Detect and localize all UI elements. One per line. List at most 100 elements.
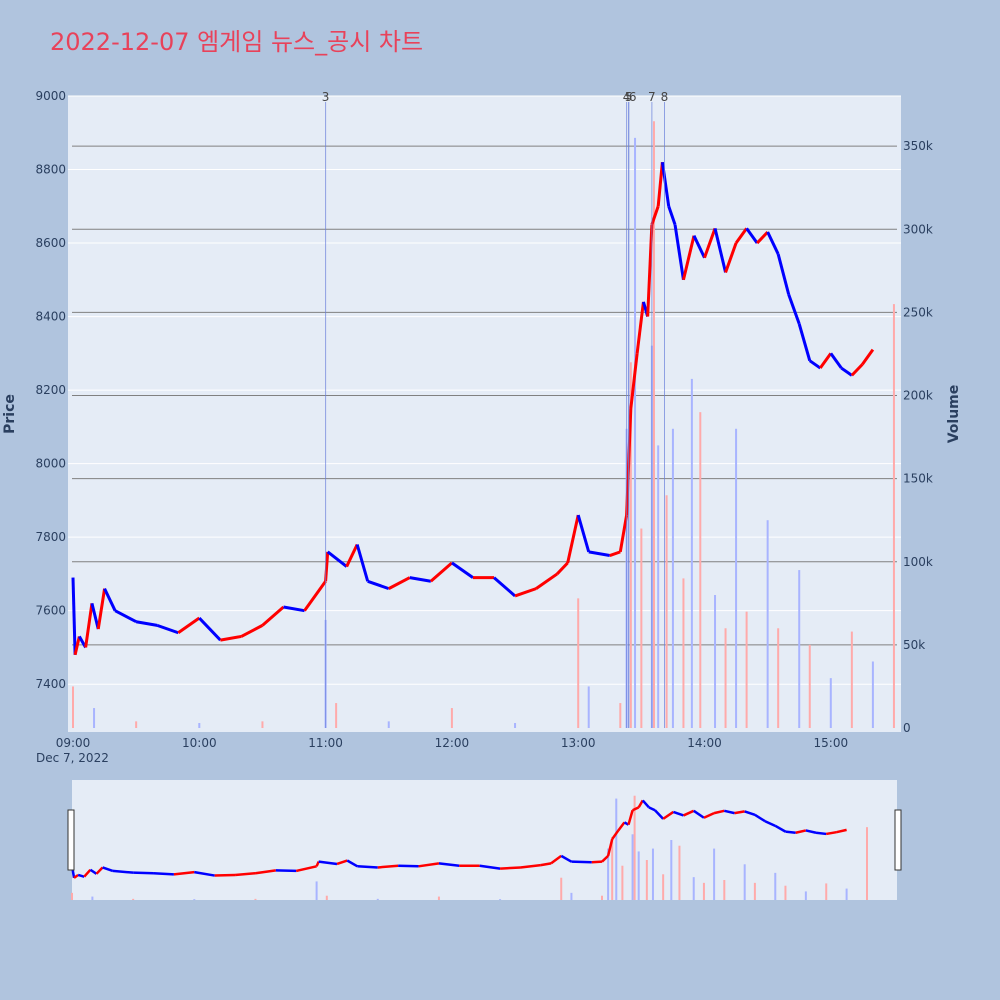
price-candle — [692, 235, 706, 259]
mini-price-candle — [662, 810, 675, 820]
volume-bar — [634, 137, 637, 729]
mini-price-candle — [654, 809, 665, 820]
mini-volume-bar — [193, 899, 196, 901]
volume-bar — [135, 721, 138, 728]
mini-price-candle — [73, 873, 79, 879]
mini-volume-bar — [601, 895, 603, 900]
range-slider-left-handle[interactable] — [67, 809, 75, 871]
price-candle — [114, 609, 137, 624]
event-label: 5 — [625, 90, 633, 104]
price-axis: 9000 8800 8600 8400 8200 8000 7800 7600 7400 — [35, 89, 66, 691]
volume-tick-label: 150k — [903, 472, 933, 486]
volume-bar — [724, 628, 727, 728]
mini-price-candle — [336, 859, 348, 866]
mini-volume-bar — [607, 848, 610, 900]
price-candle — [776, 253, 791, 295]
mini-volume-bar — [866, 827, 868, 900]
mini-price-candle — [346, 859, 359, 868]
price-candle — [96, 588, 107, 630]
main-plot[interactable]: 3 456 7 8 — [68, 90, 901, 732]
volume-bar — [665, 495, 668, 728]
price-candle — [156, 623, 179, 635]
price-candle — [103, 587, 117, 612]
mini-price-candle — [805, 829, 817, 834]
mini-volume-bar — [499, 899, 502, 901]
mini-volume-bar — [437, 896, 440, 900]
mini-volume-bar — [325, 895, 328, 900]
mini-volume-bar — [631, 834, 634, 900]
mini-volume-bar — [645, 860, 648, 900]
time-tick-label: 11:00 — [308, 736, 343, 750]
volume-bar — [690, 378, 693, 728]
mini-price-candle — [815, 831, 827, 836]
price-gridlines — [68, 95, 901, 685]
mini-price-candle — [611, 829, 620, 840]
mini-price-candle — [560, 854, 573, 863]
mini-volume-bar — [774, 872, 777, 900]
volume-bar — [619, 703, 622, 728]
volume-bar — [629, 362, 632, 728]
price-candle — [556, 561, 569, 575]
mini-price-candle — [637, 799, 644, 808]
mini-price-candle — [795, 829, 807, 834]
mini-volume-bar — [615, 798, 618, 900]
mini-volume-bar — [678, 845, 681, 900]
mini-price-candle — [693, 809, 705, 819]
volume-bar — [587, 686, 590, 728]
volume-bar — [829, 678, 832, 728]
range-slider[interactable] — [67, 780, 902, 901]
event-label: 8 — [661, 90, 669, 104]
price-candle — [756, 230, 769, 245]
price-candle — [840, 366, 853, 377]
price-candle — [618, 514, 629, 553]
mini-price-candle — [214, 873, 236, 877]
price-candle — [650, 205, 660, 226]
mini-volume-bar — [560, 877, 563, 900]
mini-price-candle — [255, 869, 277, 875]
price-candle — [355, 544, 370, 582]
price-candle — [409, 576, 432, 583]
volume-bar — [808, 644, 811, 728]
price-candle — [576, 514, 591, 553]
price-candle — [135, 620, 158, 627]
date-label: Dec 7, 2022 — [36, 751, 109, 765]
price-candle — [451, 561, 474, 579]
time-tick-label: 13:00 — [561, 736, 596, 750]
price-candle — [177, 616, 201, 634]
price-candle — [71, 577, 77, 655]
volume-bar — [745, 611, 748, 728]
price-candle — [198, 616, 222, 642]
price-candle — [90, 602, 100, 630]
mini-volume-bar — [651, 848, 654, 900]
mini-volume-bar — [71, 892, 73, 900]
price-candle — [429, 561, 453, 583]
mini-price-candle — [724, 809, 735, 815]
range-slider-right-handle[interactable] — [894, 809, 902, 871]
mini-price-candle — [377, 864, 399, 869]
mini-volume-bar — [702, 882, 705, 900]
mini-price-candle — [627, 809, 634, 826]
mini-price-candle — [617, 821, 626, 832]
price-candle — [667, 205, 677, 226]
mini-price-candle — [102, 866, 114, 873]
volume-bar — [657, 445, 660, 728]
price-candle — [635, 301, 645, 354]
volume-tick-label: 100k — [903, 555, 933, 569]
mini-price-candle — [500, 866, 521, 870]
mini-price-candle — [648, 806, 656, 812]
price-candle — [734, 227, 748, 244]
price-candle — [797, 323, 812, 362]
volume-bar — [387, 721, 390, 728]
mini-price-candle — [672, 810, 684, 817]
mini-volume-bar — [845, 888, 848, 900]
price-tick-label: 8800 — [35, 163, 66, 177]
mini-price-candle — [357, 865, 378, 869]
mini-price-candle — [83, 868, 92, 878]
mini-price-candle — [734, 810, 745, 815]
event-label: 4 — [623, 90, 631, 104]
mini-volume-bar — [804, 891, 807, 900]
volume-bar — [682, 578, 685, 728]
time-tick-label: 12:00 — [435, 736, 470, 750]
price-candle — [326, 550, 348, 568]
